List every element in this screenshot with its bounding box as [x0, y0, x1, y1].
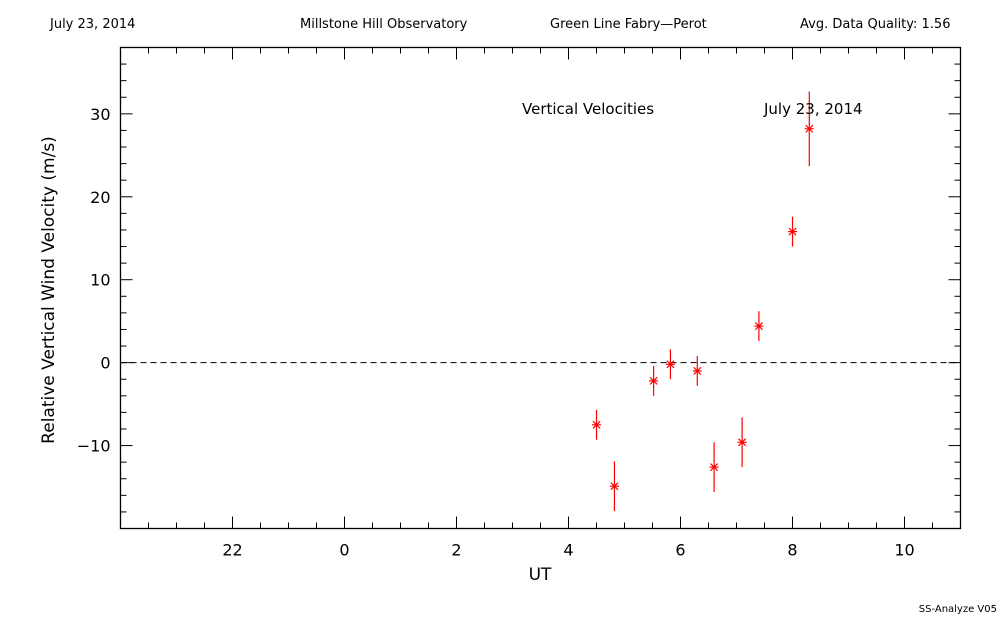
x-tick-label: 8 [787, 541, 797, 560]
y-tick-label: 30 [90, 105, 110, 124]
header-quality: Avg. Data Quality: 1.56 [800, 17, 951, 32]
data-point [609, 461, 619, 512]
data-points [592, 91, 814, 512]
x-axis-label: UT [529, 565, 552, 585]
data-point [592, 409, 601, 440]
data-point [665, 349, 675, 380]
annotation-vertical-velocities: Vertical Velocities [522, 100, 654, 118]
x-tick-label: 0 [339, 541, 349, 560]
header-date: July 23, 2014 [50, 17, 136, 32]
data-point [754, 311, 764, 342]
y-tick-label: 10 [90, 271, 110, 290]
x-tick-label: 10 [894, 541, 914, 560]
y-tick-label: −10 [77, 437, 111, 456]
data-point [692, 356, 702, 386]
plot-frame [119, 46, 962, 530]
y-tick-label: 20 [90, 188, 110, 207]
y-tick-label: 0 [100, 354, 110, 373]
y-axis-label: Relative Vertical Wind Velocity (m/s) [39, 136, 59, 444]
tick-labels: 22 0 2 4 6 8 10 −10 0 10 20 30 [77, 105, 915, 560]
data-point [788, 216, 797, 247]
x-tick-label: 2 [451, 541, 461, 560]
x-tick-label: 6 [675, 541, 685, 560]
header-instrument: Green Line Fabry—Perot [550, 17, 707, 32]
data-point [737, 417, 747, 468]
x-tick-label: 22 [222, 541, 242, 560]
data-point [649, 365, 659, 396]
header-observatory: Millstone Hill Observatory [300, 17, 468, 32]
axis-ticks [120, 47, 961, 529]
data-point [804, 91, 814, 167]
data-point [709, 442, 719, 493]
annotation-date: July 23, 2014 [763, 100, 863, 118]
x-tick-label: 4 [563, 541, 573, 560]
footer-version: SS-Analyze V05 [918, 604, 997, 615]
